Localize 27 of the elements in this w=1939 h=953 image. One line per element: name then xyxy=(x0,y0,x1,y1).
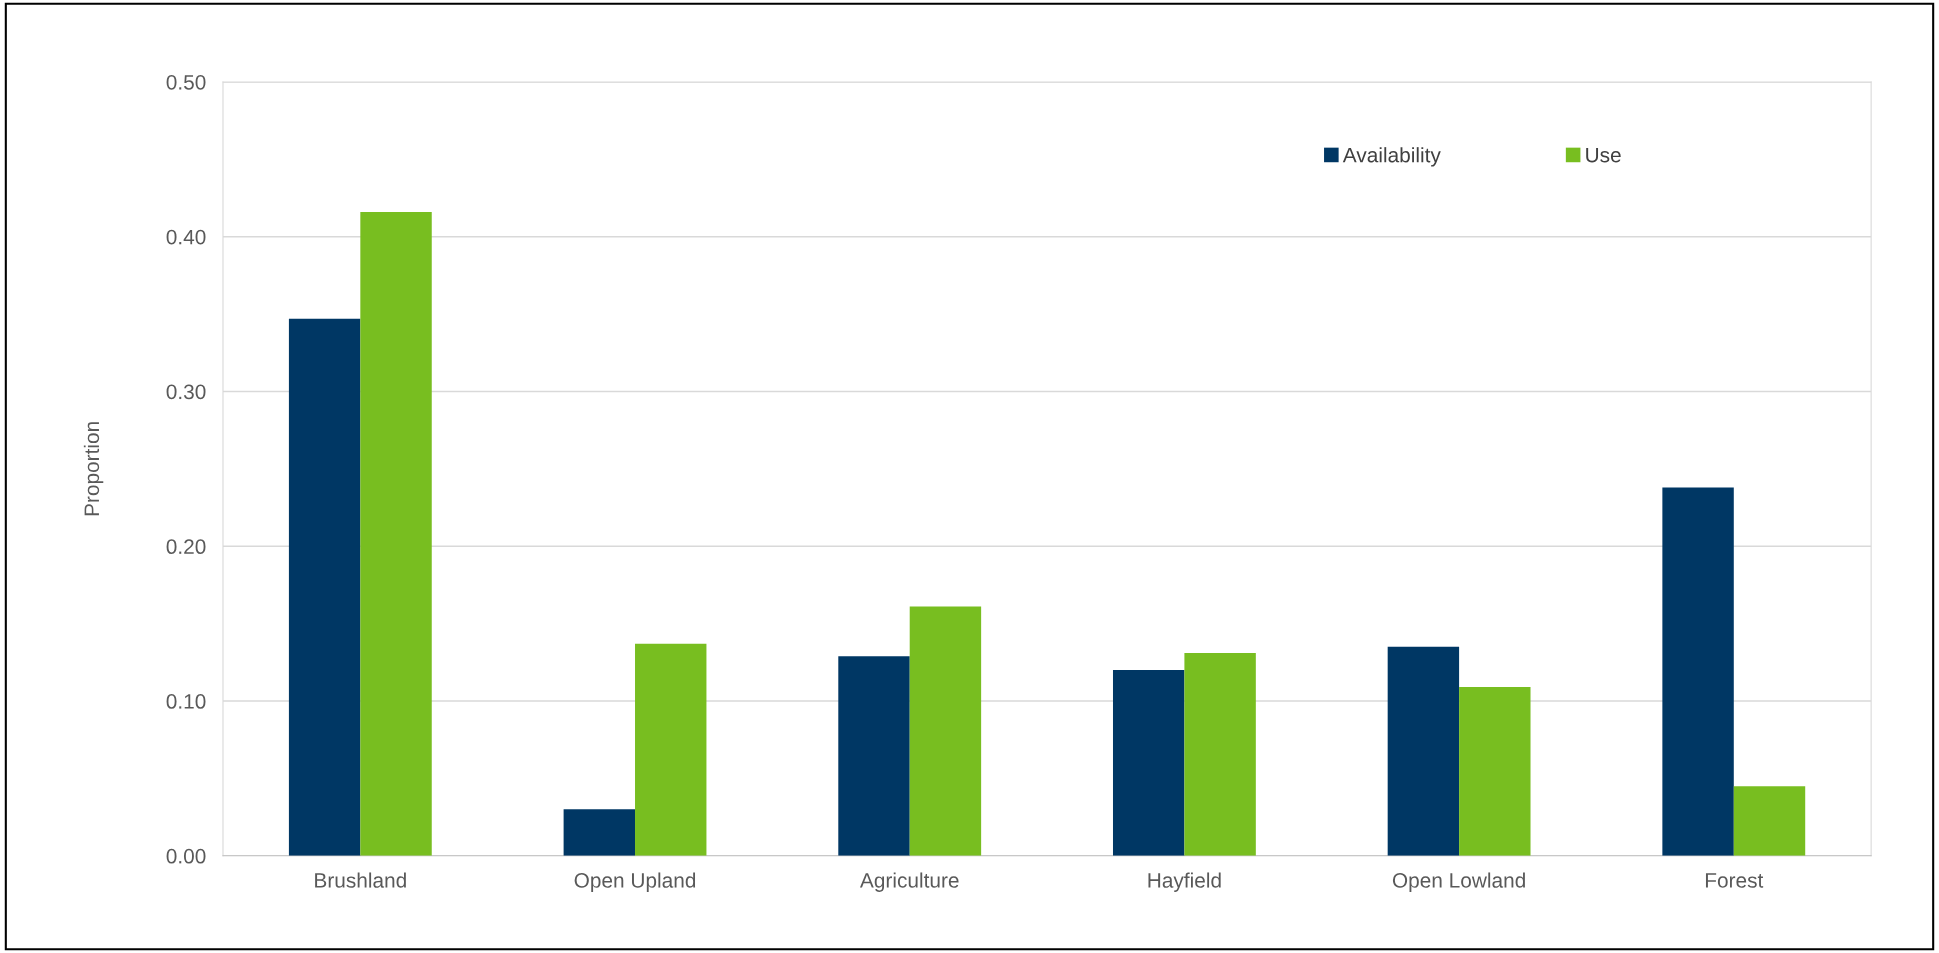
y-tick-label: 0.50 xyxy=(166,74,206,90)
bar xyxy=(288,318,361,856)
bar xyxy=(1112,670,1185,856)
bar xyxy=(1184,653,1256,856)
y-tick-label: 0.00 xyxy=(166,848,206,864)
x-tick-label: Hayfield xyxy=(1148,872,1221,892)
x-tick-label: Open Lowland xyxy=(1392,872,1525,892)
bar xyxy=(909,606,982,856)
bar xyxy=(838,656,910,856)
legend-label: Use xyxy=(1586,147,1621,163)
x-tick-label: Brushland xyxy=(315,872,406,888)
bar xyxy=(1459,687,1531,856)
y-tick-label: 0.20 xyxy=(166,539,206,555)
x-tick-label: Agriculture xyxy=(859,872,959,892)
x-tick-label: Forest xyxy=(1705,873,1764,888)
x-tick-label: Open Upland xyxy=(574,872,696,892)
y-tick-label: 0.40 xyxy=(166,229,206,245)
bar xyxy=(360,211,432,856)
bar xyxy=(635,643,707,856)
y-tick-label: 0.30 xyxy=(166,384,206,400)
bar xyxy=(563,809,636,856)
bar xyxy=(1733,786,1806,856)
y-axis-title: Proportion xyxy=(83,422,104,516)
bar xyxy=(1387,646,1460,856)
y-tick-label: 0.10 xyxy=(166,694,206,709)
legend-label: Availability xyxy=(1342,147,1441,167)
bar xyxy=(1662,487,1734,856)
